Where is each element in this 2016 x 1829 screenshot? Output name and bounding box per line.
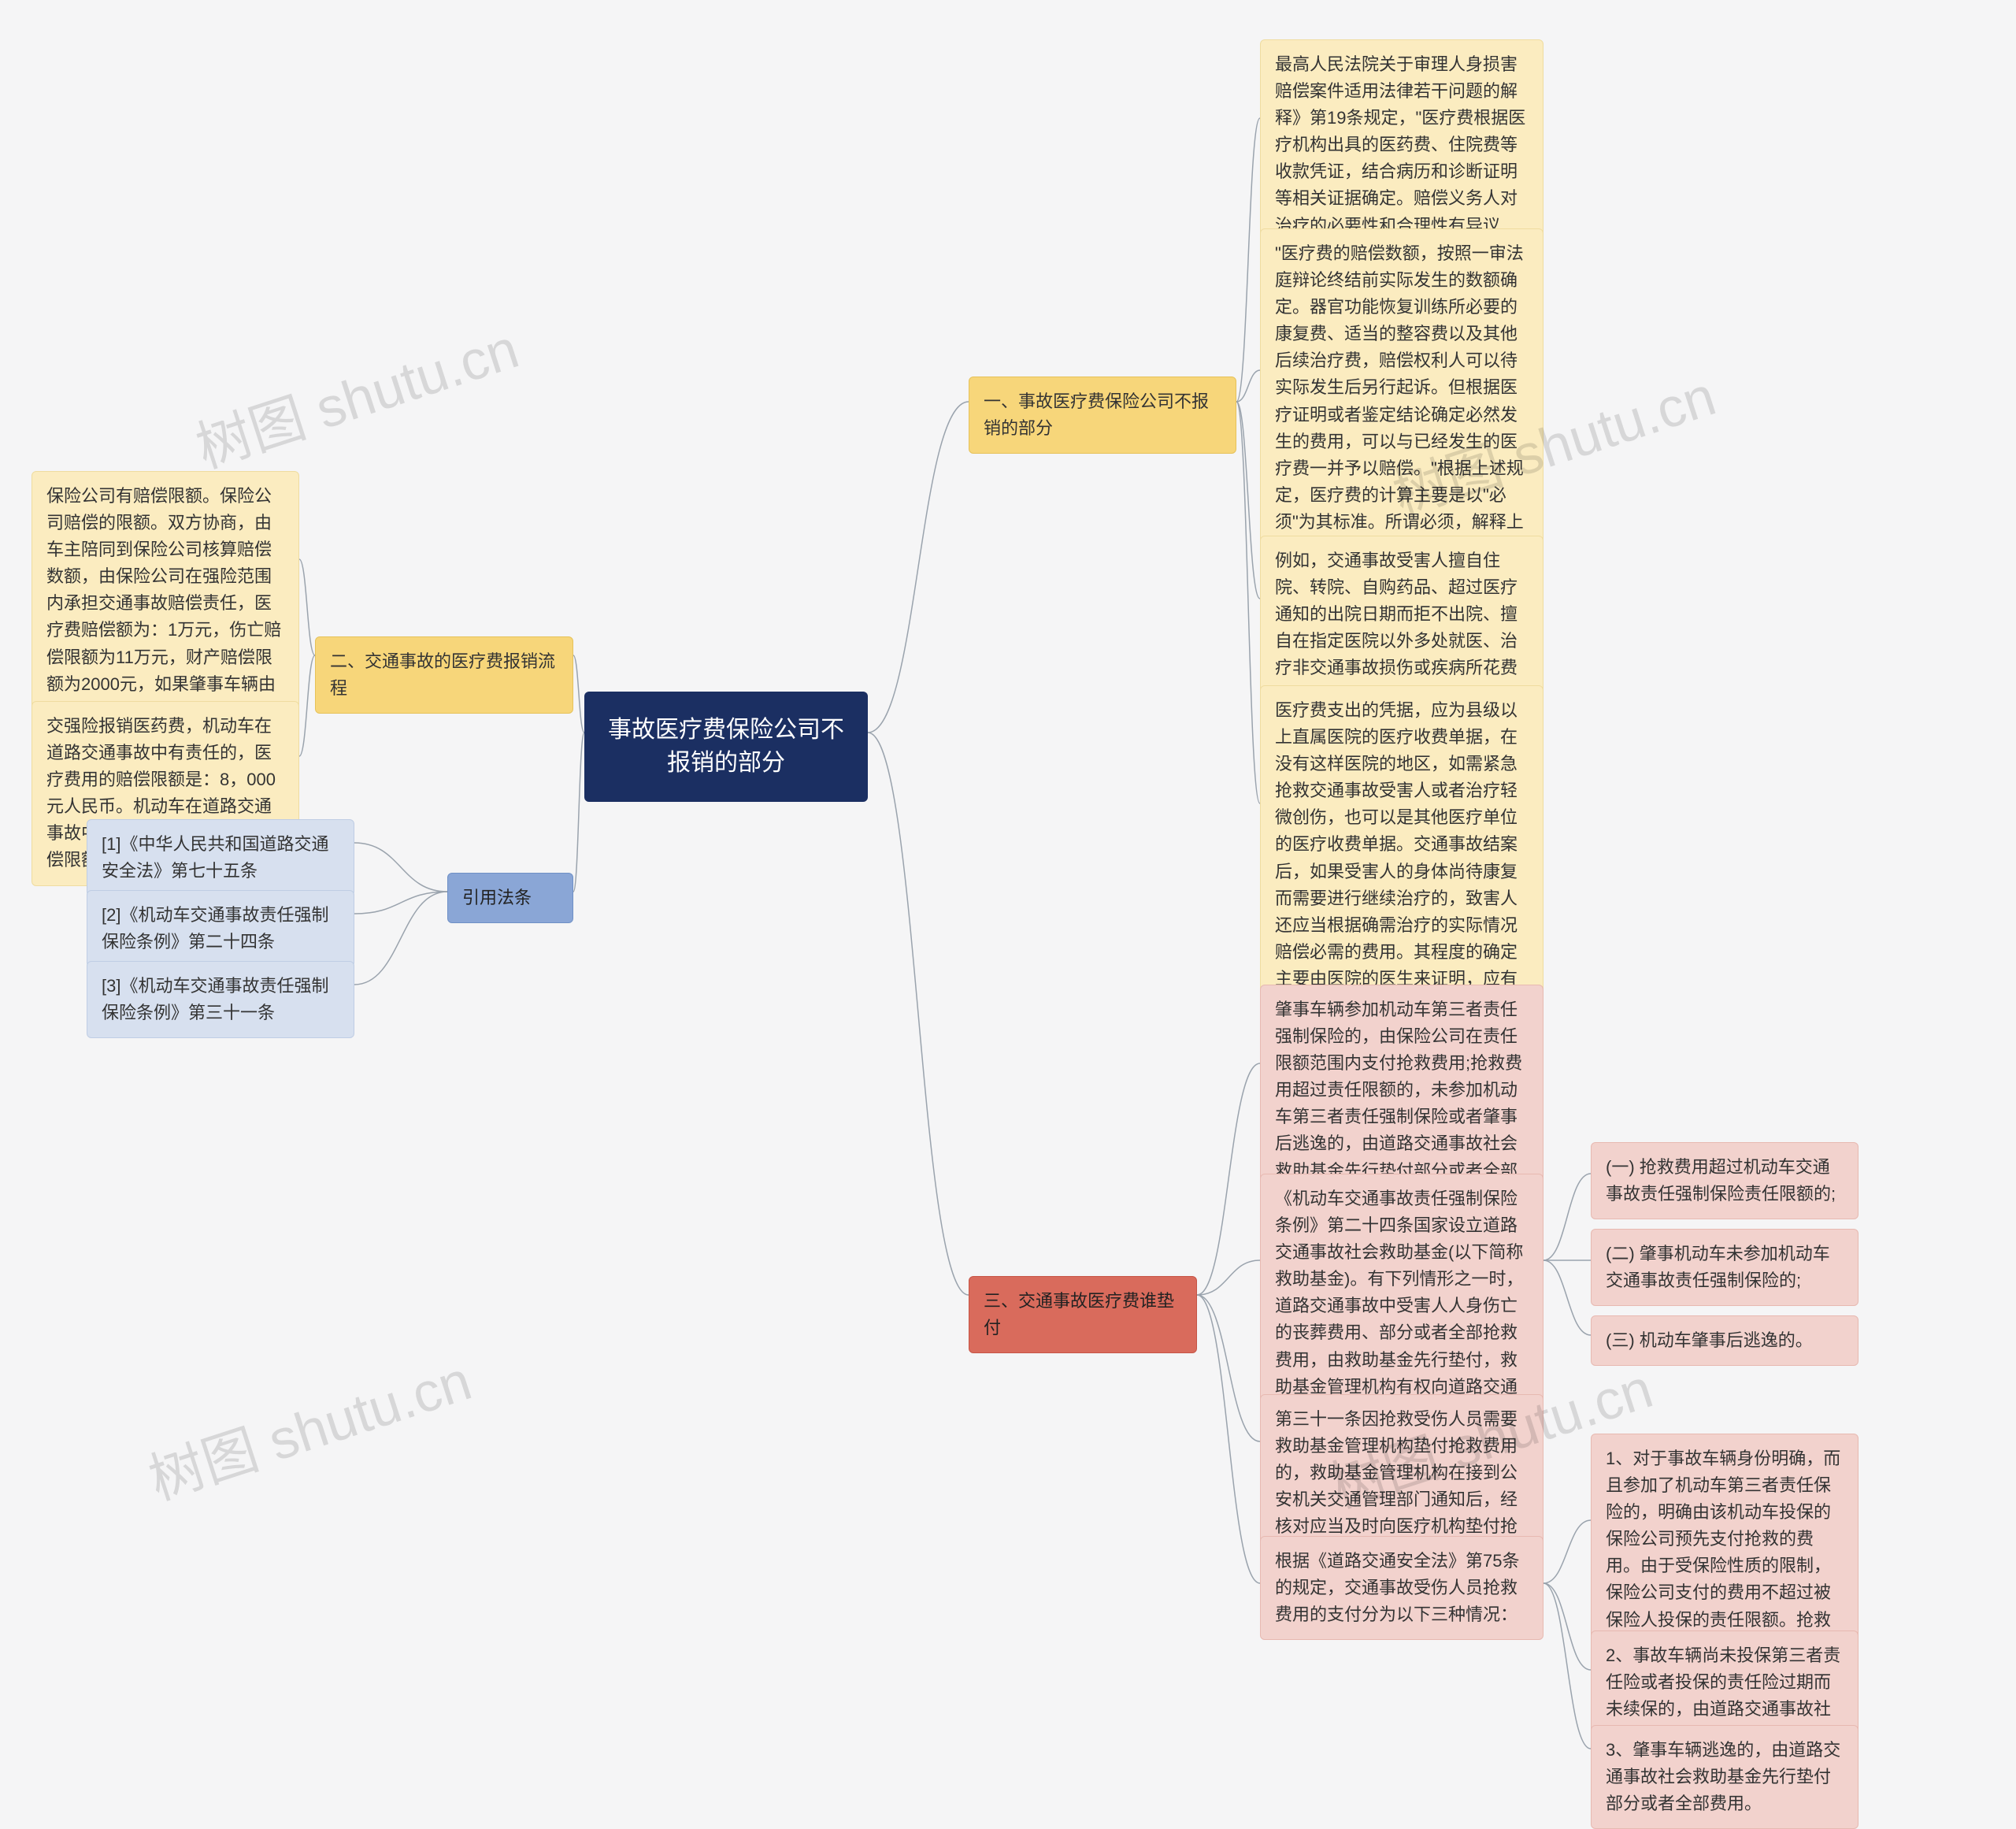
branch-1: 一、事故医疗费保险公司不报销的部分 [969, 377, 1236, 454]
branch-citations: 引用法条 [447, 873, 573, 923]
branch-3: 三、交通事故医疗费谁垫付 [969, 1276, 1197, 1353]
watermark: 树图 shutu.cn [185, 305, 528, 484]
citation-2: [2]《机动车交通事故责任强制保险条例》第二十四条 [87, 890, 354, 967]
branch-3-child-2-g2: (二) 肇事机动车未参加机动车交通事故责任强制保险的; [1591, 1229, 1858, 1306]
branch-2: 二、交通事故的医疗费报销流程 [315, 636, 573, 714]
branch-3-child-2-g1: (一) 抢救费用超过机动车交通事故责任强制保险责任限额的; [1591, 1142, 1858, 1219]
citation-1: [1]《中华人民共和国道路交通安全法》第七十五条 [87, 819, 354, 896]
citation-3: [3]《机动车交通事故责任强制保险条例》第三十一条 [87, 961, 354, 1038]
watermark: 树图 shutu.cn [138, 1337, 480, 1516]
root-node: 事故医疗费保险公司不报销的部分 [584, 692, 868, 802]
branch-3-child-4: 根据《道路交通安全法》第75条的规定，交通事故受伤人员抢救费用的支付分为以下三种… [1260, 1536, 1544, 1640]
branch-3-child-4-g3: 3、肇事车辆逃逸的，由道路交通事故社会救助基金先行垫付部分或者全部费用。 [1591, 1725, 1858, 1829]
branch-3-child-2-g3: (三) 机动车肇事后逃逸的。 [1591, 1315, 1858, 1366]
